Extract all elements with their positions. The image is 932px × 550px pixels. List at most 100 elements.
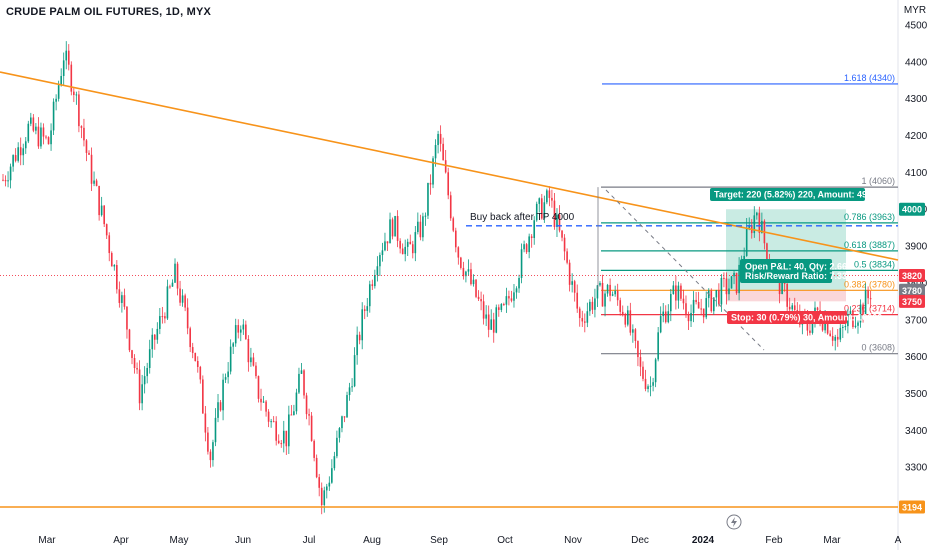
candle-body <box>467 269 470 272</box>
candle-body <box>257 376 260 399</box>
price-tag-bg <box>899 202 925 216</box>
target-label: Target: 220 (5.82%) 220, Amount: 49333.3… <box>710 188 895 201</box>
candle-body <box>252 357 255 366</box>
candle-body <box>649 385 652 387</box>
candle-body <box>52 101 55 131</box>
candle-body <box>9 166 12 181</box>
lightning-mark <box>731 517 737 527</box>
candle-body <box>17 147 19 161</box>
candle-body <box>700 308 702 310</box>
candle-body <box>733 272 735 277</box>
x-tick-label: Apr <box>113 535 129 546</box>
candle-body <box>609 284 611 296</box>
candle-body <box>652 382 654 386</box>
candle-body <box>725 278 728 295</box>
candle-body <box>232 343 235 347</box>
candle-body <box>480 299 482 302</box>
candle-body <box>376 266 379 276</box>
candle-body <box>619 300 622 312</box>
y-tick-label: 3600 <box>905 352 928 363</box>
candle-body <box>606 284 609 294</box>
candle-body <box>495 307 498 333</box>
candle-body <box>594 298 596 310</box>
candle-body <box>589 301 591 312</box>
candle-body <box>692 299 695 313</box>
candle-body <box>424 215 427 217</box>
currency-label: MYR <box>904 5 926 16</box>
candle-body <box>690 312 692 322</box>
candle-body <box>538 198 541 204</box>
candle-body <box>695 299 697 303</box>
candle-body <box>720 277 723 305</box>
candle-body <box>280 443 283 445</box>
candle-body <box>212 442 214 461</box>
candle-body <box>123 295 126 307</box>
candle-body <box>637 340 639 358</box>
candle-body <box>108 235 111 254</box>
candle-body <box>174 263 176 283</box>
candle-body <box>146 368 148 377</box>
candle-body <box>318 477 321 488</box>
candle-body <box>277 440 280 444</box>
candle-body <box>245 324 247 340</box>
candle-body <box>7 180 9 182</box>
candle-body <box>508 296 510 299</box>
fib-label: 1.618 (4340) <box>844 73 895 83</box>
candle-body <box>839 327 842 340</box>
candle-body <box>664 311 667 323</box>
price-tag: 3750 <box>899 294 925 308</box>
candle-body <box>60 76 62 86</box>
time-axis[interactable]: Mar Apr May Jun Jul Aug Sep Oct Nov Dec 2024 Feb Mar… <box>38 514 902 546</box>
candle-body <box>262 401 265 403</box>
rr-label-text: Risk/Reward Ratio: 7.33 <box>745 271 847 281</box>
candle-body <box>128 329 131 351</box>
candle-body <box>222 379 224 411</box>
candle-body <box>4 180 7 182</box>
candle-body <box>351 386 353 388</box>
candle-body <box>791 305 794 310</box>
candle-body <box>472 279 475 285</box>
x-tick-label: Jun <box>235 535 251 546</box>
candle-body <box>824 320 826 331</box>
candle-body <box>371 284 374 287</box>
price-tag-text: 3750 <box>902 297 922 307</box>
candle-body <box>842 326 844 328</box>
candle-body <box>525 244 528 253</box>
candle-body <box>217 402 219 418</box>
candle-body <box>138 369 141 404</box>
candle-body <box>308 414 310 416</box>
candle-body <box>126 306 128 330</box>
candle-body <box>540 198 543 219</box>
candle-body <box>247 339 250 363</box>
candle-body <box>654 359 657 383</box>
candle-body <box>520 249 523 278</box>
descending-trendline <box>0 71 899 261</box>
candle-body <box>831 336 834 341</box>
candle-body <box>788 306 791 310</box>
candle-body <box>282 430 285 444</box>
candle-body <box>164 316 166 319</box>
candle-body <box>535 203 538 221</box>
candle-body <box>57 85 60 99</box>
x-tick-label: Feb <box>765 535 783 546</box>
lightning-icon[interactable] <box>726 514 742 530</box>
price-axis[interactable]: MYR3300340035003600370038003900400041004… <box>904 5 928 474</box>
candle-body <box>548 190 551 198</box>
candle-body <box>756 212 758 216</box>
candle-body <box>346 395 348 418</box>
candle-body <box>131 350 133 358</box>
candle-body <box>576 292 579 309</box>
candle-body <box>465 271 467 277</box>
candle-body <box>419 221 422 238</box>
candle-body <box>573 281 576 293</box>
candle-body <box>176 263 179 289</box>
price-tag-text: 3820 <box>902 271 922 281</box>
target-label-text: Target: 220 (5.82%) 220, Amount: 49333.3… <box>714 190 895 200</box>
candle-body <box>184 295 186 308</box>
candle-body <box>310 415 313 441</box>
candle-body <box>47 137 50 145</box>
candle-body <box>118 289 121 303</box>
